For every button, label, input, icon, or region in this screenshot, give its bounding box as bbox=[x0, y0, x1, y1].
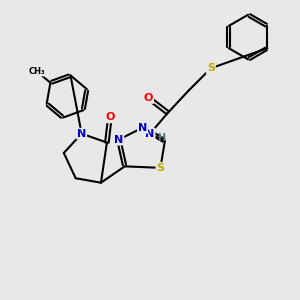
Text: H: H bbox=[157, 133, 165, 143]
Text: CH₃: CH₃ bbox=[28, 67, 45, 76]
Text: N: N bbox=[114, 135, 123, 145]
Text: O: O bbox=[105, 112, 115, 122]
Text: N: N bbox=[138, 123, 147, 133]
Text: S: S bbox=[207, 63, 215, 73]
Text: O: O bbox=[144, 93, 153, 103]
Text: S: S bbox=[156, 163, 164, 173]
Text: N: N bbox=[146, 129, 154, 139]
Text: N: N bbox=[77, 129, 86, 139]
